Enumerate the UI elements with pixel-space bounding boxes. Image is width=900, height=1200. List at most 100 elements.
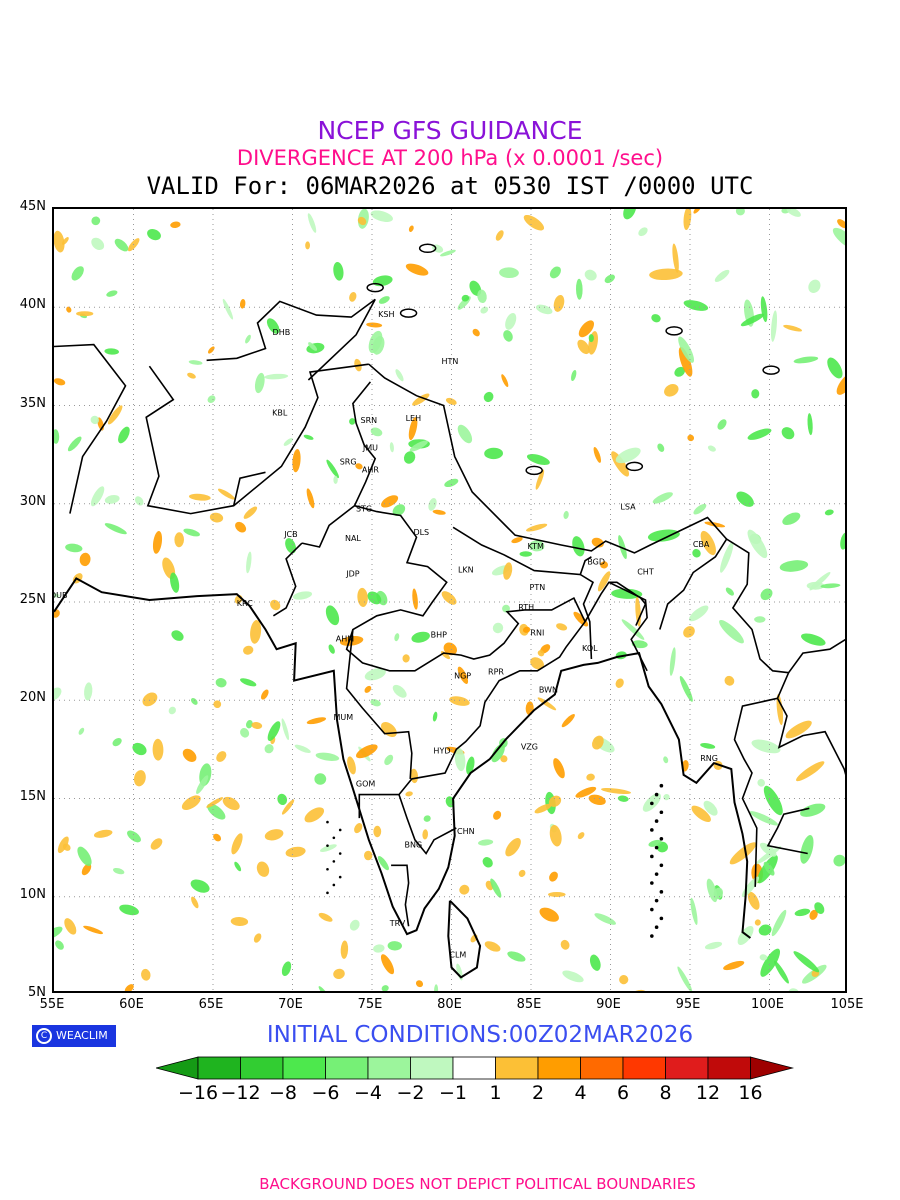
lat-tick-label: 35N — [19, 395, 46, 411]
city-label: KOL — [582, 644, 598, 653]
city-label: HYD — [433, 746, 450, 755]
city-label: GOM — [356, 780, 375, 789]
lon-tick-label: 100E — [750, 997, 785, 1012]
city-label: VZG — [521, 742, 538, 751]
chart-subtitle: DIVERGENCE AT 200 hPa (x 0.0001 /sec) — [236, 146, 664, 170]
initial-conditions: INITIAL CONDITIONS:00Z02MAR2026 — [266, 1022, 694, 1048]
color-scale-tick: −6 — [311, 1082, 340, 1104]
color-scale-tick: −1 — [438, 1082, 467, 1104]
color-swatch — [325, 1056, 369, 1080]
lon-tick-label: 105E — [830, 997, 864, 1012]
city-label: TRV — [389, 919, 406, 928]
lon-tick-label: 85E — [516, 997, 542, 1012]
color-swatch — [240, 1056, 284, 1080]
city-label: SRN — [361, 416, 378, 425]
lon-tick-label: 55E — [39, 997, 65, 1012]
color-swatch — [156, 1056, 199, 1080]
lat-tick-label: 5N — [28, 985, 46, 1000]
city-label: CHN — [457, 827, 475, 836]
color-swatch — [495, 1056, 539, 1080]
lon-tick-label: 95E — [675, 997, 701, 1012]
color-swatch — [452, 1056, 496, 1080]
color-swatch — [410, 1056, 454, 1080]
city-label: STG — [356, 505, 372, 514]
city-label: MUM — [334, 713, 354, 722]
weaclim-logo: C WEACLIM — [32, 1025, 116, 1047]
color-scale-bar — [156, 1056, 795, 1080]
map-panel: KSH DHB HTN KBL LEH SRN JMU SRG AHR LSA STG JCB DLS N… — [52, 207, 847, 993]
city-label: RNG — [700, 754, 718, 763]
lat-tick-label: 10N — [19, 886, 46, 902]
color-swatch — [282, 1056, 326, 1080]
color-swatch — [580, 1056, 624, 1080]
city-label: RTH — [518, 603, 534, 612]
color-swatch — [707, 1056, 751, 1080]
lon-tick-label: 80E — [437, 997, 462, 1012]
color-swatch — [197, 1056, 241, 1080]
lat-tick-label: 15N — [19, 788, 46, 804]
city-label: JDP — [345, 569, 360, 578]
color-swatch — [622, 1056, 666, 1080]
city-label: CLM — [449, 951, 466, 960]
city-label: LKN — [458, 566, 474, 575]
lat-tick-label: 40N — [19, 297, 46, 313]
coastline-boundaries — [54, 243, 845, 979]
city-label: HTN — [441, 357, 458, 366]
lon-tick-label: 65E — [198, 997, 224, 1012]
lon-tick-label: 60E — [119, 997, 144, 1012]
color-scale-tick: 6 — [616, 1082, 630, 1104]
city-label: RPR — [488, 668, 504, 677]
color-scale-tick: 1 — [489, 1082, 502, 1104]
lat-tick-label: 45N — [19, 199, 46, 214]
divergence-field — [54, 209, 845, 991]
city-labels: KSH DHB HTN KBL LEH SRN JMU SRG AHR LSA STG JCB DLS N… — [54, 310, 718, 960]
city-label: NAL — [345, 534, 361, 543]
color-scale-tick: 4 — [574, 1082, 587, 1104]
city-label: AHR — [362, 465, 379, 474]
valid-time: VALID For: 06MAR2026 at 0530 IST /0000 U… — [146, 172, 754, 200]
logo-text: WEACLIM — [56, 1029, 108, 1042]
city-label: DLS — [413, 528, 429, 537]
city-label: AHM — [336, 634, 354, 643]
city-label: PTN — [530, 583, 546, 592]
city-label: KBL — [272, 408, 288, 417]
color-scale-tick: 8 — [659, 1082, 672, 1104]
color-scale-tick: −8 — [268, 1082, 297, 1104]
color-swatch — [750, 1056, 795, 1080]
copyright-icon: C — [36, 1028, 52, 1044]
map-canvas: KSH DHB HTN KBL LEH SRN JMU SRG AHR LSA STG JCB DLS N… — [54, 209, 845, 991]
city-label: SRG — [340, 457, 357, 466]
footer-disclaimer: BACKGROUND DOES NOT DEPICT POLITICAL BOU… — [259, 1175, 696, 1193]
city-label: CBA — [693, 540, 710, 549]
city-label: DUB — [54, 591, 68, 600]
color-scale-tick: 12 — [695, 1082, 721, 1104]
color-swatch — [537, 1056, 581, 1080]
color-swatch — [367, 1056, 411, 1080]
lat-tick-label: 20N — [19, 690, 46, 706]
lat-lon-grid — [54, 209, 845, 991]
color-scale-tick: −16 — [178, 1082, 219, 1104]
lon-tick-label: 75E — [357, 997, 383, 1012]
color-scale-tick: −2 — [396, 1082, 425, 1104]
city-label: JCB — [283, 530, 297, 539]
color-scale-tick: 2 — [531, 1082, 545, 1104]
city-label: KRC — [237, 599, 253, 608]
chart-title: NCEP GFS GUIDANCE — [317, 116, 583, 145]
city-label: DHB — [273, 328, 291, 337]
lat-tick-label: 30N — [19, 493, 46, 509]
lat-tick-label: 25N — [19, 592, 46, 607]
city-label: BNG — [405, 841, 423, 850]
color-scale-tick: 16 — [738, 1082, 763, 1104]
city-label: RNI — [530, 628, 544, 637]
city-label: LEH — [406, 414, 422, 423]
city-label: KTM — [528, 542, 545, 551]
city-label: LSA — [620, 503, 636, 512]
lon-tick-label: 90E — [596, 997, 621, 1012]
city-label: JMU — [362, 444, 378, 453]
color-scale-tick: −12 — [220, 1082, 261, 1104]
city-label: BGD — [587, 558, 605, 567]
city-label: NGP — [454, 672, 471, 681]
color-swatch — [665, 1056, 709, 1080]
lon-tick-label: 70E — [278, 997, 303, 1012]
city-label: BHP — [431, 630, 448, 639]
